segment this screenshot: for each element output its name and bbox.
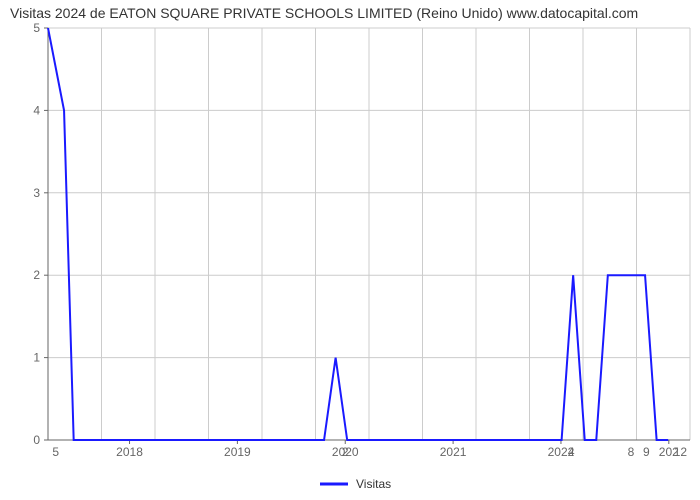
value-annotation: 4: [568, 445, 575, 459]
chart-title: Visitas 2024 de EATON SQUARE PRIVATE SCH…: [10, 5, 638, 21]
x-tick-label: 2018: [116, 445, 143, 459]
value-annotation: 8: [628, 445, 635, 459]
chart-svg: Visitas 2024 de EATON SQUARE PRIVATE SCH…: [0, 0, 700, 500]
value-annotation: 9: [643, 445, 650, 459]
y-tick-label: 5: [33, 21, 40, 35]
value-annotation: 5: [52, 445, 59, 459]
x-tick-label: 2021: [440, 445, 467, 459]
y-tick-label: 2: [33, 268, 40, 282]
chart-background: [0, 0, 700, 500]
value-annotation: 12: [674, 445, 688, 459]
y-tick-label: 3: [33, 186, 40, 200]
y-tick-label: 1: [33, 351, 40, 365]
x-tick-label: 2019: [224, 445, 251, 459]
value-annotation: 2: [342, 445, 349, 459]
y-tick-label: 0: [33, 433, 40, 447]
y-tick-label: 4: [33, 103, 40, 117]
legend-label: Visitas: [356, 477, 391, 491]
chart-container: Visitas 2024 de EATON SQUARE PRIVATE SCH…: [0, 0, 700, 500]
